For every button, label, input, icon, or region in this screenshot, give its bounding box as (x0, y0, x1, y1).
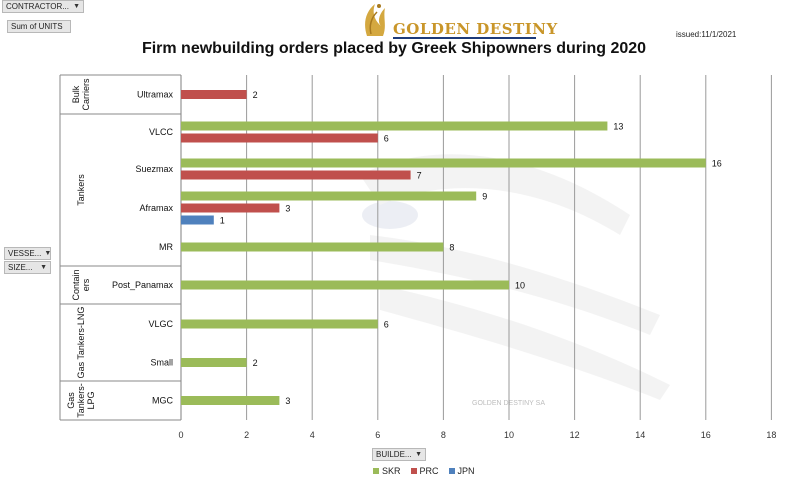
issued-date: issued:11/1/2021 (676, 30, 737, 39)
filter-dropdown-icon[interactable]: ▼ (73, 3, 80, 10)
bar-skr (181, 358, 247, 367)
logo-text: GOLDEN DESTINY (393, 20, 558, 38)
watermark-emblem-icon (360, 154, 670, 400)
bar-jpn (181, 215, 214, 225)
size-filter-label: SIZE... (8, 263, 33, 272)
category-label: MR (159, 242, 173, 252)
data-label: 2 (253, 90, 258, 100)
x-tick-label: 8 (441, 430, 446, 440)
data-label: 16 (712, 159, 722, 169)
group-label: LPG (86, 391, 96, 409)
category-label: VLGC (148, 319, 173, 329)
group-label: Bulk (71, 85, 81, 103)
data-label: 1 (220, 216, 225, 226)
group-label: Contain (71, 269, 81, 300)
builder-filter-button[interactable]: BUILDE... ▼ (372, 448, 426, 461)
data-label: 13 (613, 122, 623, 132)
group-label: Gas (66, 392, 76, 409)
chart-title: Firm newbuilding orders placed by Greek … (141, 40, 647, 57)
category-label: Post_Panamax (112, 280, 174, 290)
bar-prc (181, 133, 378, 143)
vessel-filter-label: VESSE... (8, 249, 42, 258)
data-label: 2 (253, 358, 258, 368)
bar-skr (181, 158, 706, 168)
bar-skr (181, 396, 280, 405)
data-label: 7 (417, 171, 422, 181)
vessel-filter-button[interactable]: VESSE... ▼ (4, 247, 51, 260)
chevron-down-icon[interactable]: ▼ (44, 250, 52, 257)
legend-swatch-jpn (448, 468, 455, 474)
group-label: Gas Tankers-LNG (76, 307, 86, 379)
x-tick-label: 0 (178, 430, 183, 440)
x-tick-label: 10 (504, 430, 514, 440)
data-label: 8 (449, 243, 454, 253)
contractor-filter-label: CONTRACTOR... (6, 2, 69, 11)
bar-prc (181, 203, 280, 213)
logo-emblem-icon (365, 4, 385, 36)
legend-swatch-skr (373, 468, 379, 474)
bar-prc (181, 170, 411, 180)
bar-prc (181, 90, 247, 99)
bar-skr (181, 121, 608, 131)
contractor-filter-button[interactable]: CONTRACTOR... ▼ (2, 0, 84, 13)
logo-underline (393, 37, 536, 39)
x-tick-label: 18 (766, 430, 776, 440)
group-label: Tankers (76, 174, 86, 206)
group-label: Carriers (81, 78, 91, 111)
bar-skr (181, 191, 477, 201)
category-label: Aframax (139, 203, 173, 213)
category-label: VLCC (149, 127, 174, 137)
data-label: 6 (384, 134, 389, 144)
data-label: 3 (285, 396, 290, 406)
x-tick-label: 12 (570, 430, 580, 440)
bar-skr (181, 319, 378, 329)
category-label: MGC (152, 396, 173, 406)
size-filter-button[interactable]: SIZE... ▼ (4, 261, 51, 274)
builder-filter-label: BUILDE... (376, 450, 412, 459)
chart-legend: SKR PRC JPN (373, 466, 475, 476)
legend-swatch-prc (410, 468, 417, 474)
data-label: 9 (482, 192, 487, 202)
x-tick-label: 6 (375, 430, 380, 440)
category-label: Small (150, 358, 173, 368)
data-label: 3 (285, 204, 290, 214)
legend-item-jpn: JPN (448, 466, 475, 476)
category-label: Ultramax (137, 90, 174, 100)
x-tick-label: 4 (310, 430, 315, 440)
group-label: Tankers- (76, 383, 86, 418)
legend-label-skr: SKR (382, 466, 401, 476)
legend-label-jpn: JPN (457, 466, 475, 476)
bar-skr (181, 242, 444, 252)
category-label: Suezmax (135, 164, 173, 174)
x-tick-label: 14 (635, 430, 645, 440)
data-label: 6 (384, 320, 389, 330)
legend-label-prc: PRC (419, 466, 439, 476)
group-label: ers (81, 278, 91, 291)
sum-units-label: Sum of UNITS (11, 22, 63, 31)
legend-item-prc: PRC (410, 466, 439, 476)
data-label: 10 (515, 281, 525, 291)
bar-skr (181, 280, 509, 290)
x-tick-label: 16 (701, 430, 711, 440)
chevron-down-icon[interactable]: ▼ (415, 451, 422, 458)
sum-units-field-button[interactable]: Sum of UNITS (7, 20, 71, 33)
legend-item-skr: SKR (373, 466, 401, 476)
x-tick-label: 2 (244, 430, 249, 440)
chevron-down-icon[interactable]: ▼ (40, 264, 47, 271)
